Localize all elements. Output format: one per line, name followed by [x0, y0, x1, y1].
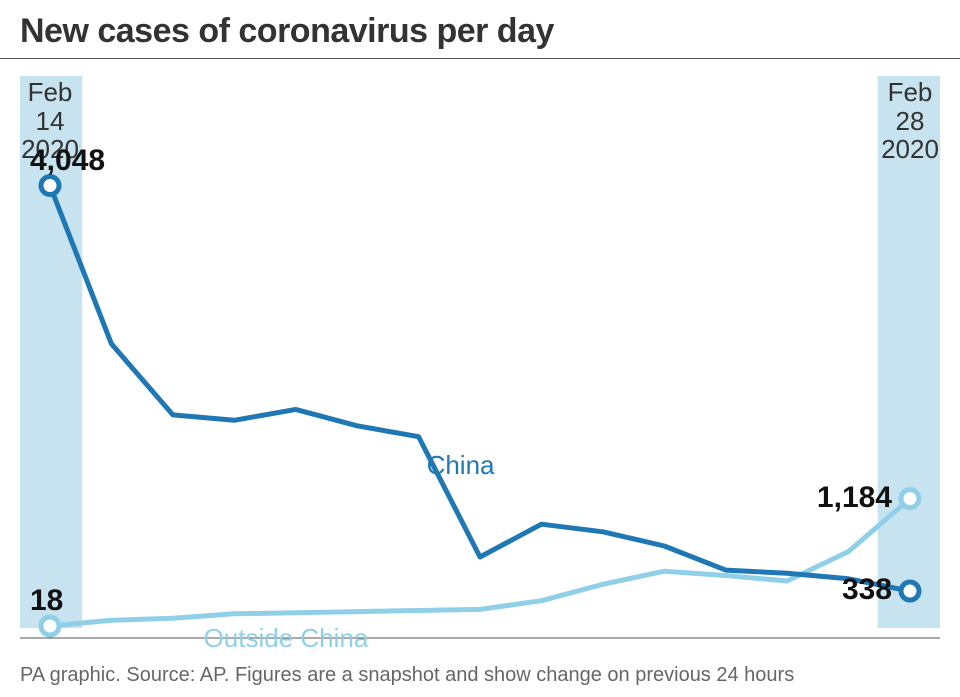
chart-area: Feb 14 2020 Feb 28 2020 4,048 338 18 1,1… — [20, 68, 940, 648]
chart-source-note: PA graphic. Source: AP. Figures are a sn… — [20, 664, 794, 687]
line-chart-svg — [20, 68, 940, 648]
chart-title: New cases of coronavirus per day — [20, 12, 554, 51]
title-rule — [0, 58, 960, 59]
chart-root: { "title": "New cases of coronavirus per… — [0, 0, 960, 697]
